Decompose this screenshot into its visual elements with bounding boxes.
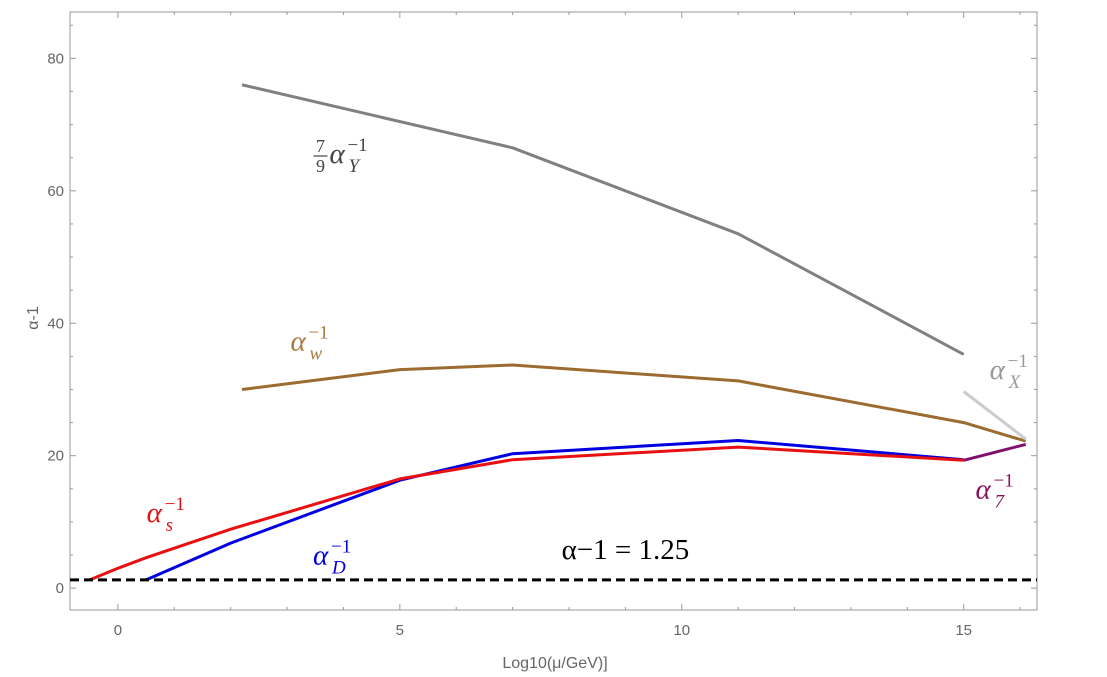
reference-line-label: α−1 = 1.25 <box>562 534 690 566</box>
series-label-0: 79 α −1Y <box>313 135 368 177</box>
x-tick-label: 5 <box>396 622 404 639</box>
label-superscript: −1 <box>331 536 351 557</box>
label-base: α <box>147 497 163 529</box>
label-superscript: −1 <box>308 322 328 343</box>
plot-frame <box>69 11 1038 611</box>
series-label-5: α −17 <box>976 471 1014 513</box>
axis-ticks: 0 5 10 15 0 20 40 60 80 <box>47 12 1037 639</box>
x-tick-label: 15 <box>955 622 972 639</box>
label-subscript: s <box>166 515 173 536</box>
label-superscript: −1 <box>1008 351 1028 372</box>
series-line-0 <box>241 83 965 356</box>
label-base: α <box>329 138 345 170</box>
fraction-denominator: 9 <box>316 156 325 176</box>
y-tick-label: 60 <box>47 183 64 200</box>
label-subscript: D <box>331 557 346 578</box>
label-superscript: −1 <box>165 494 185 515</box>
label-base: α <box>990 354 1006 386</box>
y-axis-title: α-1 <box>25 306 42 330</box>
series-label-4: α −1D <box>313 536 351 578</box>
label-base: α <box>313 539 329 571</box>
series-lines <box>89 83 1027 582</box>
x-tick-label: 0 <box>114 622 122 639</box>
label-base: α <box>976 474 992 506</box>
label-subscript: 7 <box>995 492 1006 513</box>
series-line-2 <box>145 439 964 582</box>
label-superscript: −1 <box>994 471 1014 492</box>
series-line-5 <box>963 442 1027 462</box>
series-line-3 <box>89 445 964 582</box>
x-tick-label: 10 <box>673 622 690 639</box>
series-label-1: α −1w <box>290 322 328 364</box>
y-tick-label: 0 <box>56 580 64 597</box>
y-tick-label: 20 <box>47 448 64 465</box>
fraction-numerator: 7 <box>316 136 325 156</box>
label-subscript: X <box>1008 372 1022 393</box>
label-superscript: −1 <box>347 135 367 156</box>
series-annotations: 79 α −1Yα −1w α −1Xα −1sα −1Dα −17 <box>147 135 1028 578</box>
label-subscript: w <box>309 343 322 364</box>
series-line-1 <box>241 363 1027 443</box>
series-line-4 <box>962 390 1027 441</box>
label-subscript: Y <box>348 156 361 177</box>
y-tick-label: 40 <box>47 315 64 332</box>
series-label-2: α −1X <box>990 351 1028 393</box>
series-label-3: α −1s <box>147 494 185 536</box>
y-tick-label: 80 <box>47 50 64 67</box>
label-base: α <box>290 325 306 357</box>
x-axis-title: Log10(μ/GeV)] <box>502 655 607 672</box>
reference-line-group: α−1 = 1.25 <box>70 534 1037 582</box>
